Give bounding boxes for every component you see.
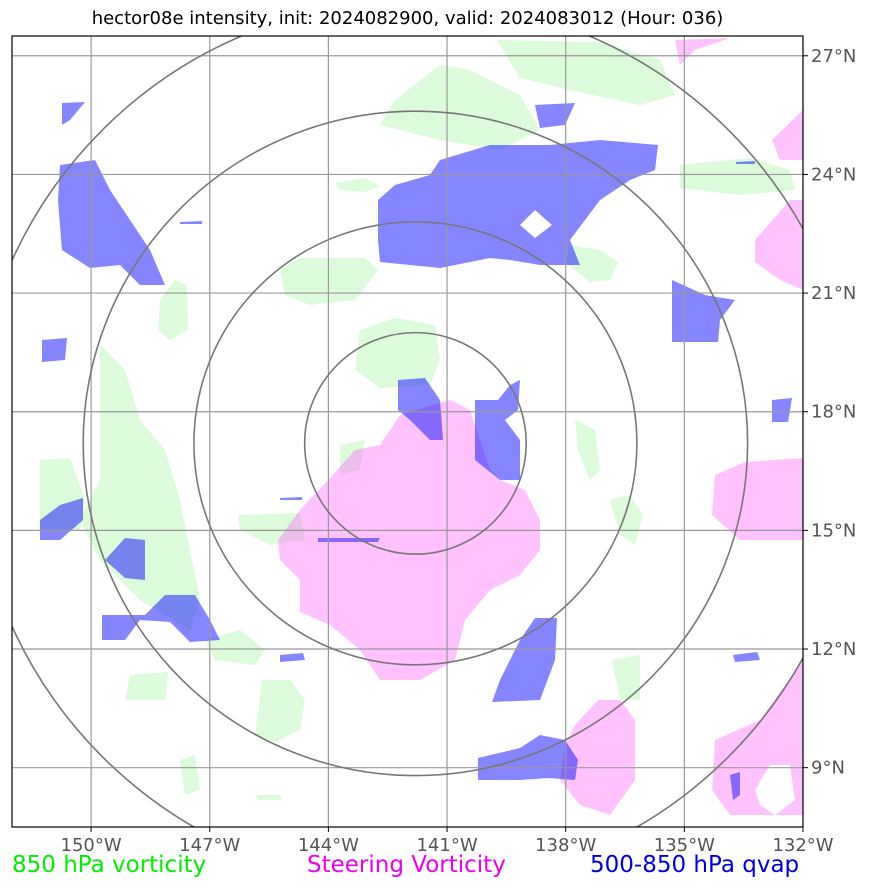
green-blob: [255, 680, 305, 742]
green-blob: [355, 318, 440, 388]
x-tick-label: 150°W: [61, 835, 122, 856]
blue-blob: [733, 652, 760, 662]
green-blob: [238, 513, 305, 545]
blue-blob: [772, 398, 792, 422]
magenta-blob: [712, 458, 803, 540]
green-blob: [125, 672, 168, 700]
blue-blob: [58, 160, 165, 285]
blue-blob: [475, 380, 520, 480]
magenta-blob: [772, 110, 803, 160]
legend-qvap: 500-850 hPa qvap: [590, 852, 800, 878]
legend-steering-vorticity: Steering Vorticity: [307, 852, 506, 878]
blue-blob: [535, 103, 575, 128]
blue-blob: [672, 280, 735, 342]
green-blob: [255, 795, 282, 800]
x-tick-label: 147°W: [179, 835, 240, 856]
y-tick-label: 9°N: [811, 758, 845, 779]
green-blob: [612, 655, 640, 700]
green-blob: [335, 178, 380, 192]
range-ring: [193, 221, 638, 666]
latitude-ticks: 27°N 24°N 21°N 18°N 15°N 12°N 9°N: [803, 46, 856, 779]
green-blob: [565, 245, 618, 282]
longitude-ticks: 150°W 147°W 144°W 141°W 138°W 135°W 132°W: [61, 827, 834, 856]
green-blob: [340, 440, 365, 475]
x-tick-label: 135°W: [654, 835, 715, 856]
green-blob: [380, 65, 540, 150]
legend-850-vorticity: 850 hPa vorticity: [12, 852, 207, 878]
y-tick-label: 12°N: [811, 639, 856, 660]
clear-hole: [520, 210, 552, 238]
blue-blob: [62, 102, 85, 125]
green-blob: [610, 495, 643, 545]
green-blob: [680, 158, 795, 195]
x-tick-label: 141°W: [416, 835, 477, 856]
magenta-blob: [755, 200, 803, 290]
x-tick-label: 144°W: [298, 835, 359, 856]
blue-blob: [105, 538, 145, 580]
qvap-layer: [40, 102, 792, 800]
blue-blob: [398, 378, 443, 440]
y-tick-label: 27°N: [811, 46, 856, 67]
y-tick-label: 18°N: [811, 402, 856, 423]
lat-lon-grid: [12, 36, 803, 827]
range-rings: [12, 36, 803, 827]
blue-blob: [102, 595, 220, 642]
magenta-blob: [675, 38, 730, 65]
map-frame: [11, 35, 804, 828]
green-blob: [180, 755, 200, 795]
magenta-blob: [560, 700, 635, 815]
green-blob: [205, 630, 265, 665]
magenta-blob: [278, 400, 540, 680]
y-tick-label: 15°N: [811, 520, 856, 541]
range-ring: [303, 331, 527, 555]
map-title: hector08e intensity, init: 2024082900, v…: [91, 8, 724, 29]
blue-blob: [280, 497, 302, 500]
clear-hole: [755, 765, 795, 815]
y-tick-label: 21°N: [811, 283, 856, 304]
blue-blob: [42, 338, 67, 362]
x-tick-label: 132°W: [772, 835, 833, 856]
green-blob: [575, 420, 600, 480]
blue-blob: [318, 538, 380, 542]
y-tick-label: 24°N: [811, 164, 856, 185]
green-blob: [158, 280, 188, 340]
blue-blob: [736, 161, 755, 164]
blue-blob: [492, 618, 557, 702]
blue-blob: [378, 140, 658, 268]
blue-blob: [180, 221, 202, 224]
map-plot-area: [12, 36, 803, 827]
range-ring: [82, 110, 749, 777]
x-tick-label: 138°W: [535, 835, 596, 856]
green-blob: [80, 345, 200, 630]
blue-blob: [730, 772, 740, 800]
blue-blob: [40, 498, 83, 540]
blue-blob: [280, 653, 305, 662]
green-blob: [497, 40, 675, 105]
